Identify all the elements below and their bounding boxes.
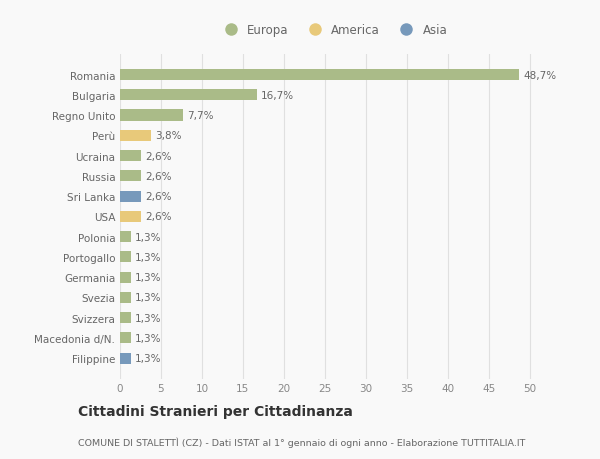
Bar (120, 90, 257, 101)
Text: 2,6%: 2,6% (145, 172, 172, 181)
Text: 7,7%: 7,7% (187, 111, 214, 121)
Bar (120, 130, 151, 141)
Text: COMUNE DI STALETTÌ (CZ) - Dati ISTAT al 1° gennaio di ogni anno - Elaborazione T: COMUNE DI STALETTÌ (CZ) - Dati ISTAT al … (78, 437, 526, 447)
Text: 1,3%: 1,3% (135, 252, 161, 262)
Text: Cittadini Stranieri per Cittadinanza: Cittadini Stranieri per Cittadinanza (78, 404, 353, 419)
Bar (120, 272, 131, 283)
Text: 1,3%: 1,3% (135, 353, 161, 364)
Bar (120, 333, 131, 344)
Bar (120, 292, 131, 303)
Bar (120, 252, 131, 263)
Text: 2,6%: 2,6% (145, 192, 172, 202)
Text: 16,7%: 16,7% (261, 90, 294, 101)
Bar (120, 353, 131, 364)
Text: 1,3%: 1,3% (135, 232, 161, 242)
Bar (120, 171, 142, 182)
Bar (120, 151, 142, 162)
Text: 3,8%: 3,8% (155, 131, 182, 141)
Legend: Europa, America, Asia: Europa, America, Asia (214, 19, 452, 41)
Text: 1,3%: 1,3% (135, 333, 161, 343)
Text: 2,6%: 2,6% (145, 151, 172, 161)
Bar (120, 110, 183, 121)
Bar (120, 211, 142, 223)
Text: 48,7%: 48,7% (523, 70, 556, 80)
Bar (120, 191, 142, 202)
Text: 2,6%: 2,6% (145, 212, 172, 222)
Bar (120, 231, 131, 243)
Text: 1,3%: 1,3% (135, 273, 161, 283)
Text: 1,3%: 1,3% (135, 313, 161, 323)
Text: 1,3%: 1,3% (135, 293, 161, 303)
Bar (120, 313, 131, 324)
Bar (120, 70, 519, 81)
